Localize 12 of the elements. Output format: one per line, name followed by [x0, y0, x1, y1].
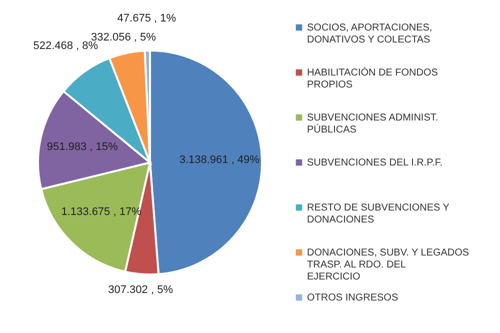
data-label: 307.302 , 5%	[108, 284, 174, 296]
data-label: 522.468 , 8%	[33, 40, 98, 52]
data-label: 3.138.961 , 49%	[179, 154, 260, 166]
legend-label: HABILITACIÓN DE FONDOS PROPIOS	[307, 66, 438, 90]
legend-label: SUBVENCIONES DEL I.R.P.F.	[307, 158, 443, 168]
legend-label: SUBVENCIONES ADMINIST. PÚBLICAS	[307, 112, 438, 136]
legend-label: SOCIOS, APORTACIONES, DONATIVOS Y COLECTAS	[307, 22, 432, 46]
data-label: 951.983 , 15%	[46, 141, 118, 154]
legend-label: OTROS INGRESOS	[307, 292, 398, 304]
legend-label: DONACIONES, SUBV. Y LEGADOS TRASP. AL RDO. DEL EJERCICIO	[307, 248, 470, 282]
legend-label: RESTO DE SUBVENCIONES Y DONACIONES	[307, 202, 450, 226]
data-label: 47.675 , 1%	[117, 12, 176, 25]
